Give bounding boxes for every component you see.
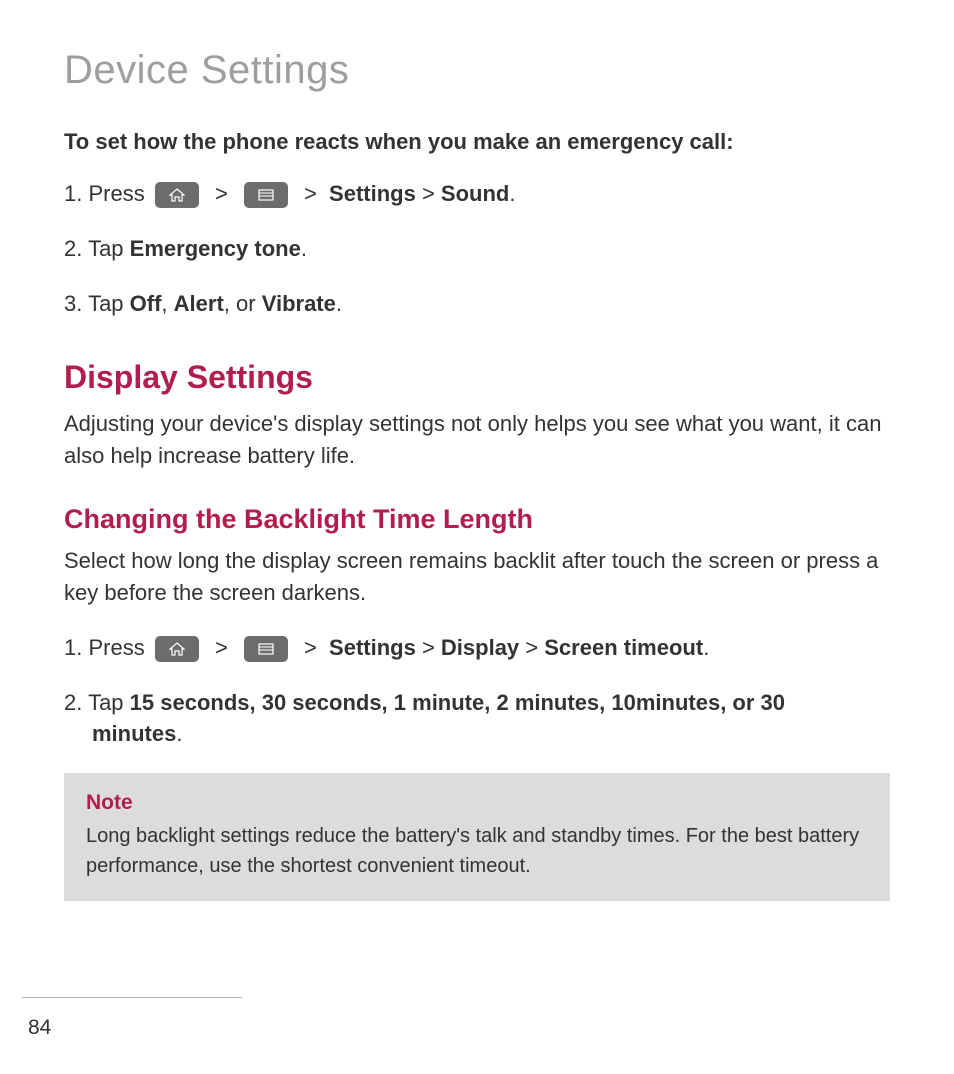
emergency-heading: To set how the phone reacts when you mak… <box>64 129 890 155</box>
note-title: Note <box>86 791 868 815</box>
screen-timeout-label: Screen timeout <box>544 635 703 660</box>
emergency-tone-label: Emergency tone <box>130 236 301 261</box>
page-title: Device Settings <box>64 48 890 93</box>
period: . <box>301 236 307 261</box>
backlight-intro: Select how long the display screen remai… <box>64 545 890 609</box>
settings-label: Settings <box>329 635 416 660</box>
footer-rule <box>22 997 242 998</box>
step-prefix: 2. Tap <box>64 236 130 261</box>
step-prefix: 3. Tap <box>64 291 130 316</box>
gt-separator: > <box>519 635 544 660</box>
manual-page: Device Settings To set how the phone rea… <box>0 0 954 941</box>
timeout-options-line1: 15 seconds, 30 seconds, 1 minute, 2 minu… <box>130 690 785 715</box>
period: . <box>336 291 342 316</box>
alert-label: Alert <box>174 291 224 316</box>
backlight-step-2: 2. Tap 15 seconds, 30 seconds, 1 minute,… <box>64 688 890 750</box>
step-prefix: 1. Press <box>64 181 151 206</box>
emergency-step-3: 3. Tap Off, Alert, or Vibrate. <box>64 289 890 320</box>
display-settings-heading: Display Settings <box>64 359 890 396</box>
comma-or: , or <box>224 291 262 316</box>
comma: , <box>161 291 173 316</box>
gt-separator: > <box>215 635 228 660</box>
gt-separator: > <box>416 635 441 660</box>
timeout-options-line2: minutes <box>92 721 176 746</box>
period: . <box>509 181 515 206</box>
display-intro: Adjusting your device's display settings… <box>64 408 890 472</box>
gt-separator: > <box>422 181 441 206</box>
note-body: Long backlight settings reduce the batte… <box>86 821 868 881</box>
backlight-step-1: 1. Press > > Settings > Display > Screen… <box>64 633 890 664</box>
period: . <box>176 721 182 746</box>
emergency-step-1: 1. Press > > Settings > Sound. <box>64 179 890 210</box>
note-box: Note Long backlight settings reduce the … <box>64 773 890 901</box>
period: . <box>703 635 709 660</box>
sound-label: Sound <box>441 181 509 206</box>
home-icon <box>155 182 199 208</box>
gt-separator: > <box>215 181 228 206</box>
home-icon <box>155 636 199 662</box>
menu-icon <box>244 636 288 662</box>
vibrate-label: Vibrate <box>262 291 336 316</box>
menu-icon <box>244 182 288 208</box>
backlight-heading: Changing the Backlight Time Length <box>64 504 890 535</box>
page-number: 84 <box>28 1016 51 1040</box>
gt-separator: > <box>304 635 317 660</box>
display-label: Display <box>441 635 519 660</box>
step-prefix: 2. Tap <box>64 690 130 715</box>
step-prefix: 1. Press <box>64 635 151 660</box>
emergency-step-2: 2. Tap Emergency tone. <box>64 234 890 265</box>
off-label: Off <box>130 291 162 316</box>
settings-label: Settings <box>329 181 416 206</box>
gt-separator: > <box>304 181 317 206</box>
